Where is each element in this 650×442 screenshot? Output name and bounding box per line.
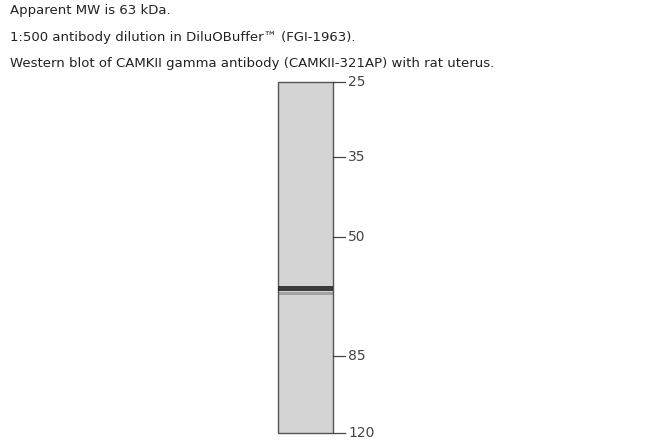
FancyBboxPatch shape [278,292,333,295]
FancyBboxPatch shape [278,286,333,291]
Text: Western blot of CAMKII gamma antibody (CAMKII-321AP) with rat uterus.: Western blot of CAMKII gamma antibody (C… [10,57,494,70]
Text: 25: 25 [348,75,365,89]
FancyBboxPatch shape [278,82,333,433]
Text: Apparent MW is 63 kDa.: Apparent MW is 63 kDa. [10,4,170,17]
Text: 85: 85 [348,349,366,363]
Text: 1:500 antibody dilution in DiluOBuffer™ (FGI-1963).: 1:500 antibody dilution in DiluOBuffer™ … [10,31,356,44]
Text: 35: 35 [348,150,365,164]
Text: 50: 50 [348,230,365,244]
Text: 120: 120 [348,426,374,440]
